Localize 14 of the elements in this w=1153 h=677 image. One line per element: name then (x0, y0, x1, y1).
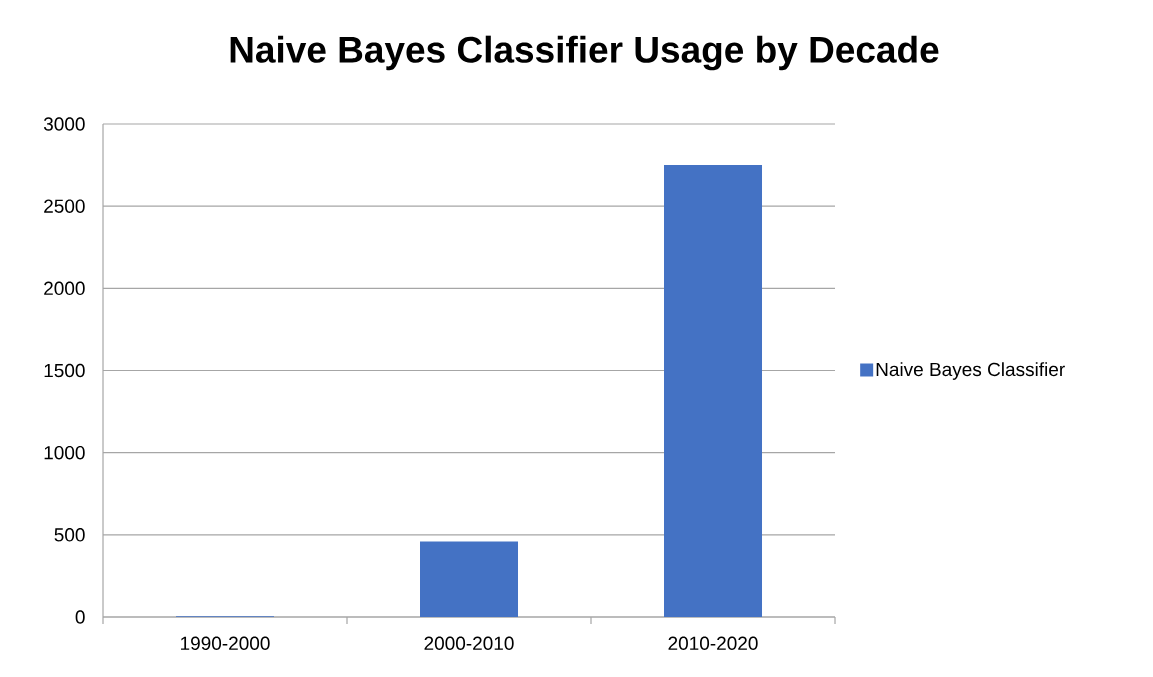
chart-title: Naive Bayes Classifier Usage by Decade (230, 35, 939, 71)
bar (420, 541, 519, 617)
y-tick-label: 1500 (44, 363, 85, 378)
x-tick-label: 2010-2020 (668, 636, 758, 650)
y-tick-label: 0 (75, 610, 85, 624)
y-tick-label: 1000 (44, 445, 85, 460)
x-tick-label: 2000-2010 (424, 636, 514, 650)
x-tick-label: 1990-2000 (181, 636, 270, 650)
y-tick-label: 500 (54, 528, 85, 542)
bar (664, 165, 763, 617)
y-tick-label: 3000 (43, 117, 85, 131)
y-tick-label: 2500 (44, 199, 85, 213)
legend-label: Naive Bayes Classifier (876, 362, 1065, 380)
y-tick-label: 2000 (44, 281, 85, 296)
